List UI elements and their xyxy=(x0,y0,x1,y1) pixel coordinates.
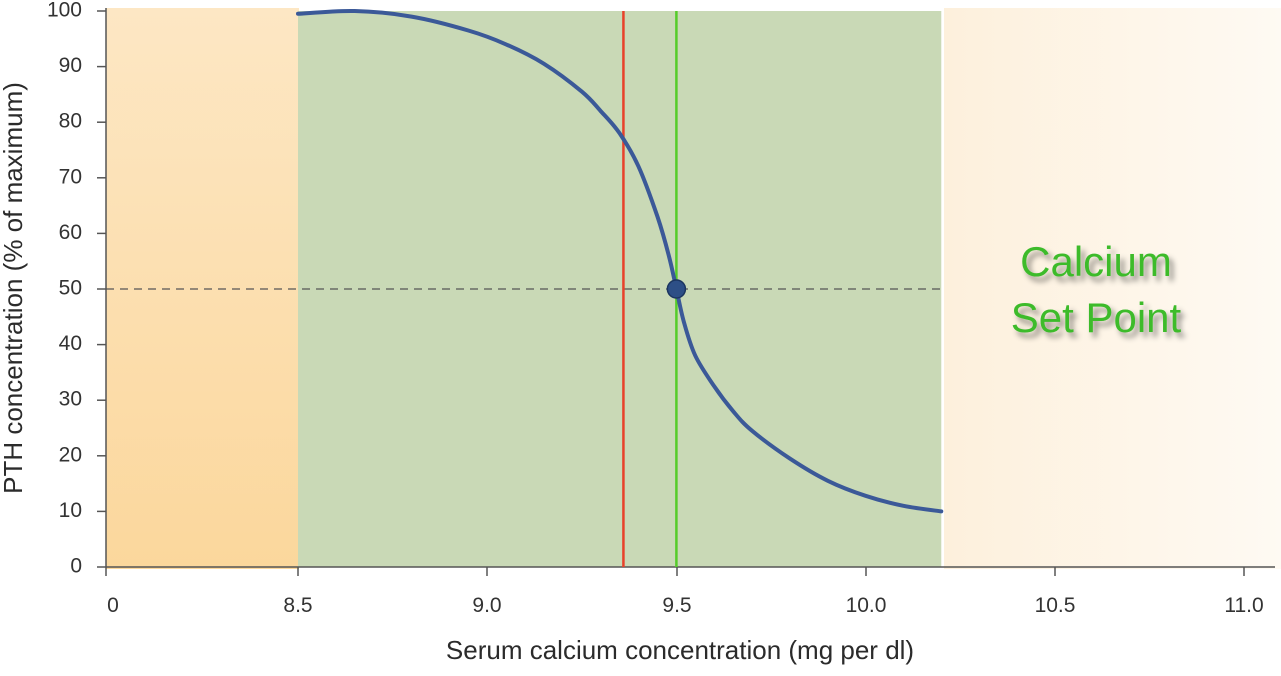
y-tick-label: 20 xyxy=(59,443,82,466)
y-ticks: 0 10 20 30 40 50 60 70 80 90 100 xyxy=(47,0,106,578)
y-tick-label: 100 xyxy=(47,0,82,22)
x-tick-label: 8.5 xyxy=(283,594,312,617)
y-tick-label: 10 xyxy=(59,499,82,522)
x-tick-label: 11.0 xyxy=(1224,594,1263,617)
background-right xyxy=(944,8,1281,569)
y-tick-label: 40 xyxy=(59,332,82,355)
y-tick-label: 0 xyxy=(70,555,82,578)
shaded-normal-range xyxy=(298,11,942,567)
y-tick-label: 50 xyxy=(59,277,82,300)
y-axis-title: PTH concentration (% of maximum) xyxy=(0,82,28,494)
pth-response-curve xyxy=(296,8,944,514)
y-tick-label: 70 xyxy=(59,165,82,188)
x-tick-label: 9.5 xyxy=(662,594,691,617)
x-tick-label: 10.0 xyxy=(846,594,887,617)
calcium-set-point-annotation: Calcium Set Point xyxy=(1011,238,1182,341)
x-axis-title: Serum calcium concentration (mg per dl) xyxy=(446,635,914,665)
x-tick-label: 0 xyxy=(107,594,119,617)
y-tick-label: 60 xyxy=(59,221,82,244)
x-tick-label: 9.0 xyxy=(472,594,501,617)
x-tick-label: 10.5 xyxy=(1035,594,1076,617)
annotation-line-1: Calcium xyxy=(1020,238,1172,285)
set-point-marker xyxy=(666,279,687,299)
y-tick-label: 30 xyxy=(59,388,82,411)
y-tick-label: 90 xyxy=(59,54,82,77)
x-ticks: 0 8.5 9.0 9.5 10.0 10.5 11.0 xyxy=(105,567,1264,617)
annotation-line-2: Set Point xyxy=(1011,294,1182,341)
y-tick-label: 80 xyxy=(59,110,82,133)
